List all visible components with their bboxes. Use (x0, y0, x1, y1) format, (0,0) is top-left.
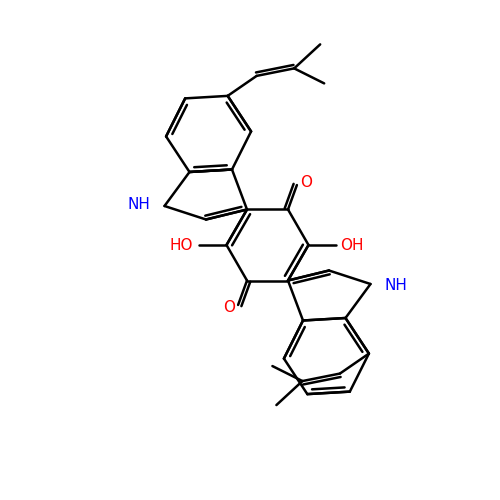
Text: O: O (300, 174, 312, 190)
Text: OH: OH (340, 238, 363, 252)
Text: NH: NH (384, 278, 407, 292)
Text: NH: NH (128, 198, 150, 212)
Text: O: O (223, 300, 235, 316)
Text: HO: HO (170, 238, 193, 252)
